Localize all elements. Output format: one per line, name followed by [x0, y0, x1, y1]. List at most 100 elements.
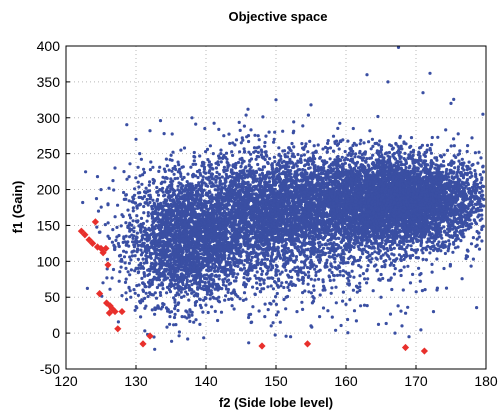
scatter-point — [250, 255, 254, 259]
scatter-point — [214, 175, 218, 179]
scatter-point — [192, 202, 196, 206]
scatter-point — [201, 263, 206, 267]
scatter-point — [170, 169, 174, 173]
scatter-point — [175, 194, 179, 199]
scatter-point — [151, 215, 155, 219]
scatter-point — [176, 229, 180, 233]
scatter-point — [200, 246, 204, 250]
scatter-point — [117, 279, 121, 283]
scatter-point — [275, 291, 279, 296]
scatter-point — [153, 312, 157, 316]
scatter-point — [278, 216, 282, 220]
scatter-point — [148, 180, 152, 184]
scatter-point — [188, 197, 192, 201]
scatter-point — [328, 157, 332, 161]
scatter-point — [166, 185, 170, 189]
scatter-point — [116, 203, 120, 207]
scatter-point — [146, 203, 150, 207]
scatter-point — [171, 179, 175, 183]
scatter-point — [168, 240, 172, 244]
scatter-point — [163, 222, 167, 226]
scatter-point — [162, 200, 166, 204]
scatter-point — [136, 191, 140, 195]
scatter-point — [272, 140, 276, 144]
scatter-point — [255, 281, 259, 285]
scatter-point — [162, 215, 166, 219]
scatter-point — [213, 287, 217, 291]
scatter-point — [201, 205, 205, 209]
scatter-point — [247, 172, 252, 176]
scatter-point — [171, 150, 175, 154]
scatter-point — [236, 264, 240, 268]
scatter-point — [276, 249, 280, 253]
scatter-point — [85, 286, 89, 290]
scatter-point — [167, 204, 171, 208]
scatter-point — [221, 155, 226, 159]
scatter-point — [231, 206, 235, 210]
scatter-point — [192, 265, 196, 269]
scatter-point — [164, 157, 168, 161]
scatter-point — [172, 172, 176, 176]
scatter-point — [187, 298, 191, 302]
scatter-point — [143, 329, 147, 333]
scatter-point — [190, 193, 194, 197]
scatter-point — [170, 132, 174, 136]
scatter-point — [186, 209, 190, 213]
scatter-point — [101, 281, 105, 285]
scatter-point — [181, 200, 185, 204]
scatter-point — [179, 295, 184, 299]
scatter-point — [184, 286, 188, 290]
scatter-point — [192, 220, 196, 224]
scatter-point — [139, 266, 143, 270]
scatter-point — [282, 257, 286, 261]
scatter-point — [161, 254, 165, 259]
scatter-point — [264, 150, 268, 154]
scatter-point — [250, 175, 254, 179]
scatter-point — [139, 157, 143, 161]
scatter-point — [201, 160, 205, 164]
scatter-point — [142, 229, 146, 233]
scatter-point — [222, 134, 226, 138]
scatter-point — [131, 240, 135, 244]
scatter-point — [269, 262, 273, 266]
scatter-point — [191, 196, 195, 200]
scatter-point — [179, 182, 183, 186]
scatter-point — [165, 227, 169, 231]
scatter-point — [201, 310, 205, 314]
scatter-point — [263, 144, 267, 148]
scatter-point — [129, 268, 133, 272]
scatter-point — [161, 190, 165, 194]
scatter-point — [257, 138, 261, 142]
scatter-point — [209, 163, 213, 167]
scatter-point — [167, 258, 171, 262]
scatter-point — [217, 172, 221, 176]
scatter-point — [262, 243, 267, 247]
scatter-point — [170, 238, 175, 242]
scatter-point — [182, 240, 186, 245]
scatter-point — [182, 244, 186, 248]
scatter-point — [158, 225, 162, 229]
scatter-point — [190, 182, 194, 186]
scatter-point — [234, 166, 238, 170]
scatter-point — [122, 190, 126, 195]
scatter-point — [281, 149, 285, 153]
scatter-point — [182, 146, 187, 150]
scatter-point — [196, 268, 200, 272]
scatter-point — [144, 285, 148, 289]
scatter-point — [188, 245, 192, 249]
scatter-point — [139, 261, 143, 265]
scatter-point — [259, 178, 263, 183]
scatter-point — [146, 211, 150, 215]
scatter-point — [135, 284, 139, 288]
scatter-point — [251, 180, 255, 184]
scatter-point — [330, 286, 334, 290]
scatter-point — [115, 225, 119, 229]
scatter-point — [105, 276, 109, 280]
scatter-point — [167, 168, 171, 172]
scatter-point — [211, 262, 215, 266]
scatter-point — [163, 193, 167, 197]
scatter-point — [165, 164, 169, 168]
scatter-point — [148, 168, 152, 172]
scatter-point — [142, 167, 146, 171]
scatter-point — [174, 244, 178, 248]
